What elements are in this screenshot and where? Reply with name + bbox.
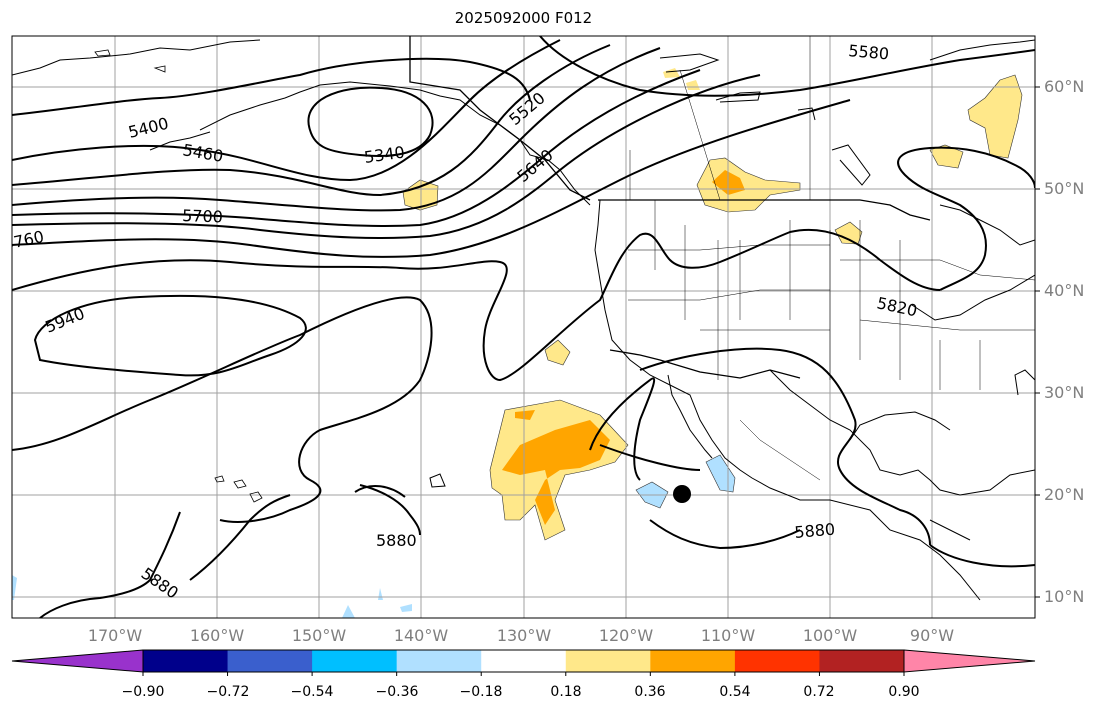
contour-label-5580: 5580 xyxy=(848,41,890,63)
colorbar-tick-label: −0.72 xyxy=(206,684,250,700)
contour-label-5760: 5760 xyxy=(2,227,46,254)
height-contours xyxy=(12,36,1035,618)
lon-label-130w: 130°W xyxy=(496,626,552,645)
contour-label-5880-a: 5880 xyxy=(376,531,417,550)
lat-label-40n: 40°N xyxy=(1044,281,1085,300)
lat-label-30n: 30°N xyxy=(1044,383,1085,402)
colorbar-tick-label: −0.90 xyxy=(121,684,165,700)
lon-label-110w: 110°W xyxy=(700,626,756,645)
lat-label-20n: 20°N xyxy=(1044,485,1085,504)
contour-label-5460: 5460 xyxy=(181,140,224,166)
colorbar-tick-label: 0.90 xyxy=(888,684,920,700)
lon-label-170w: 170°W xyxy=(87,626,143,645)
country-borders xyxy=(409,36,931,379)
map-frame xyxy=(11,35,1036,619)
colorbar-tick-label: 0.54 xyxy=(719,684,751,700)
lon-label-90w: 90°W xyxy=(909,626,955,645)
state-borders xyxy=(628,36,1035,481)
contour-label-5400: 5400 xyxy=(126,114,170,142)
map-title: 2025092000 F012 xyxy=(454,9,593,27)
lat-label-60n: 60°N xyxy=(1044,77,1085,96)
contour-label-5880-b: 5880 xyxy=(794,520,836,542)
colorbar-tick-label: 0.36 xyxy=(634,684,666,700)
lat-label-50n: 50°N xyxy=(1044,179,1085,198)
lon-gridlines xyxy=(114,36,933,618)
coastlines xyxy=(12,39,1035,601)
lon-label-100w: 100°W xyxy=(802,626,858,645)
colorbar-tick-label: −0.54 xyxy=(290,684,334,700)
map-ticks xyxy=(1035,86,1040,598)
colorbar-tick-label: −0.18 xyxy=(459,684,503,700)
lon-label-120w: 120°W xyxy=(598,626,654,645)
lon-label-140w: 140°W xyxy=(393,626,449,645)
colorbar-tick-label: 0.72 xyxy=(803,684,835,700)
lat-label-10n: 10°N xyxy=(1044,587,1085,606)
contour-label-5700: 5700 xyxy=(182,206,223,226)
contour-label-5940: 5940 xyxy=(42,304,87,337)
lon-label-160w: 160°W xyxy=(189,626,245,645)
lat-gridlines xyxy=(12,86,1035,598)
colorbar-tick-label: 0.18 xyxy=(550,684,582,700)
lon-label-150w: 150°W xyxy=(291,626,347,645)
contour-label-5820: 5820 xyxy=(875,293,919,320)
storm-position-marker xyxy=(673,485,691,503)
contour-labels: 5400 5340 5460 5520 5640 5580 5700 5760 … xyxy=(2,41,919,603)
colorbar-tick-label: −0.36 xyxy=(375,684,419,700)
islands xyxy=(94,49,263,503)
